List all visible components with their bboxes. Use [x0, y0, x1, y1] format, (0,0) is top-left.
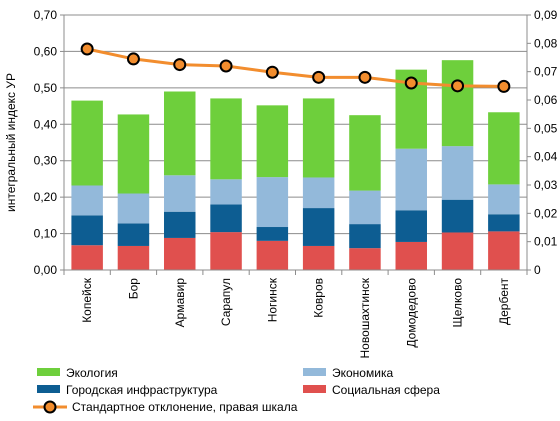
bar-segment — [71, 215, 103, 246]
bar-segment — [71, 100, 103, 186]
legend-marker — [43, 400, 57, 414]
legend-label: Экология — [66, 366, 118, 380]
y2-tick-label: 0,06 — [534, 93, 558, 107]
bar-segment — [117, 193, 150, 224]
axes — [60, 14, 531, 275]
bar-segment — [256, 105, 289, 178]
bar-segment — [488, 214, 520, 232]
bar-segment — [349, 115, 381, 191]
y2-tick-label: 0,05 — [534, 121, 558, 135]
category-label: Домодедово — [404, 278, 418, 348]
std-deviation-line — [80, 42, 511, 93]
y2-axis-tick-labels: 0 0,01 0,02 0,03 0,04 0,05 0,06 0,07 0,08 0,09 — [534, 8, 558, 277]
y2-tick-label: 0,02 — [534, 206, 558, 220]
y-axis-title: интегральный индекс УР — [4, 73, 18, 212]
bar-segment — [395, 241, 427, 270]
bar-segment — [302, 208, 335, 246]
bar-segment — [441, 232, 474, 270]
category-label: Ногинск — [265, 277, 279, 322]
std-line-point — [126, 52, 140, 66]
category-label: Бор — [126, 278, 140, 300]
std-line-point — [265, 65, 279, 79]
y2-tick-label: 0,04 — [534, 150, 558, 164]
bar-segment — [441, 60, 474, 147]
y-tick-label: 0,50 — [34, 81, 58, 95]
bar-segment — [71, 245, 103, 270]
bar-segment — [256, 240, 289, 270]
y-tick-label: 0,10 — [34, 227, 58, 241]
bars — [71, 60, 520, 270]
y-tick-label: 0,40 — [34, 117, 58, 131]
legend-label: Социальная сфера — [332, 383, 440, 397]
y-tick-label: 0,20 — [34, 190, 58, 204]
bar-segment — [302, 245, 335, 270]
bar-segment — [210, 232, 242, 270]
bar-segment — [488, 184, 520, 215]
bar-segment — [164, 175, 196, 212]
legend: Экология Экономика Городская инфраструктур… — [33, 366, 440, 414]
bar-segment — [117, 245, 150, 270]
bar-segment — [164, 91, 196, 176]
bar-segment — [210, 98, 242, 180]
bar-segment — [349, 190, 381, 225]
y2-tick-label: 0 — [534, 263, 541, 277]
legend-swatch — [37, 368, 60, 376]
y2-tick-label: 0,03 — [534, 178, 558, 192]
y-tick-label: 0,30 — [34, 154, 58, 168]
bar-segment — [488, 231, 520, 270]
std-line-point — [312, 70, 326, 84]
std-line-point — [404, 76, 418, 90]
bar-segment — [349, 224, 381, 249]
bar-segment — [256, 177, 289, 228]
y-tick-label: 0,00 — [34, 263, 58, 277]
category-label: Дербент — [497, 278, 511, 326]
std-line-point — [219, 59, 233, 73]
category-label: Новошахтинск — [358, 277, 372, 358]
bar-segment — [441, 146, 474, 200]
legend-label: Стандартное отклонение, правая шкала — [72, 400, 298, 414]
category-labels: Копейск Бор Армавир Сарапул Ногинск Ковров Нов… — [80, 277, 511, 358]
bar-segment — [395, 210, 427, 242]
y2-tick-label: 0,08 — [534, 36, 558, 50]
y-axis-tick-labels: 0,00 0,10 0,20 0,30 0,40 0,50 0,60 0,70 — [34, 8, 58, 277]
y-tick-label: 0,70 — [34, 8, 58, 22]
category-label: Щелково — [451, 278, 465, 328]
bar-segment — [117, 114, 150, 194]
legend-swatch — [303, 368, 326, 376]
category-label: Армавир — [173, 278, 187, 328]
bar-segment — [71, 185, 103, 216]
bar-segment — [164, 211, 196, 238]
bar-segment — [256, 227, 289, 241]
std-line-point — [80, 42, 94, 56]
category-label: Сарапул — [219, 278, 233, 326]
std-line-point — [358, 70, 372, 84]
bar-segment — [488, 112, 520, 185]
bar-segment — [441, 199, 474, 233]
bar-segment — [395, 148, 427, 211]
legend-label: Экономика — [332, 366, 393, 380]
std-line-point — [497, 79, 511, 93]
std-line-point — [173, 58, 187, 72]
std-line-path — [86, 47, 504, 88]
bar-segment — [349, 248, 381, 270]
bar-segment — [302, 98, 335, 178]
legend-swatch — [303, 385, 326, 393]
y-tick-label: 0,60 — [34, 44, 58, 58]
category-label: Копейск — [80, 277, 94, 323]
bar-segment — [210, 179, 242, 205]
std-line-point — [451, 79, 465, 93]
category-label: Ковров — [312, 278, 326, 318]
bar-segment — [210, 204, 242, 233]
bar-segment — [164, 237, 196, 270]
legend-label: Городская инфраструктура — [66, 383, 218, 397]
bar-segment — [302, 177, 335, 209]
legend-swatch — [37, 385, 60, 393]
y2-tick-label: 0,09 — [534, 8, 558, 22]
y2-tick-label: 0,01 — [534, 235, 558, 249]
y2-tick-label: 0,07 — [534, 65, 558, 79]
bar-segment — [117, 223, 150, 246]
